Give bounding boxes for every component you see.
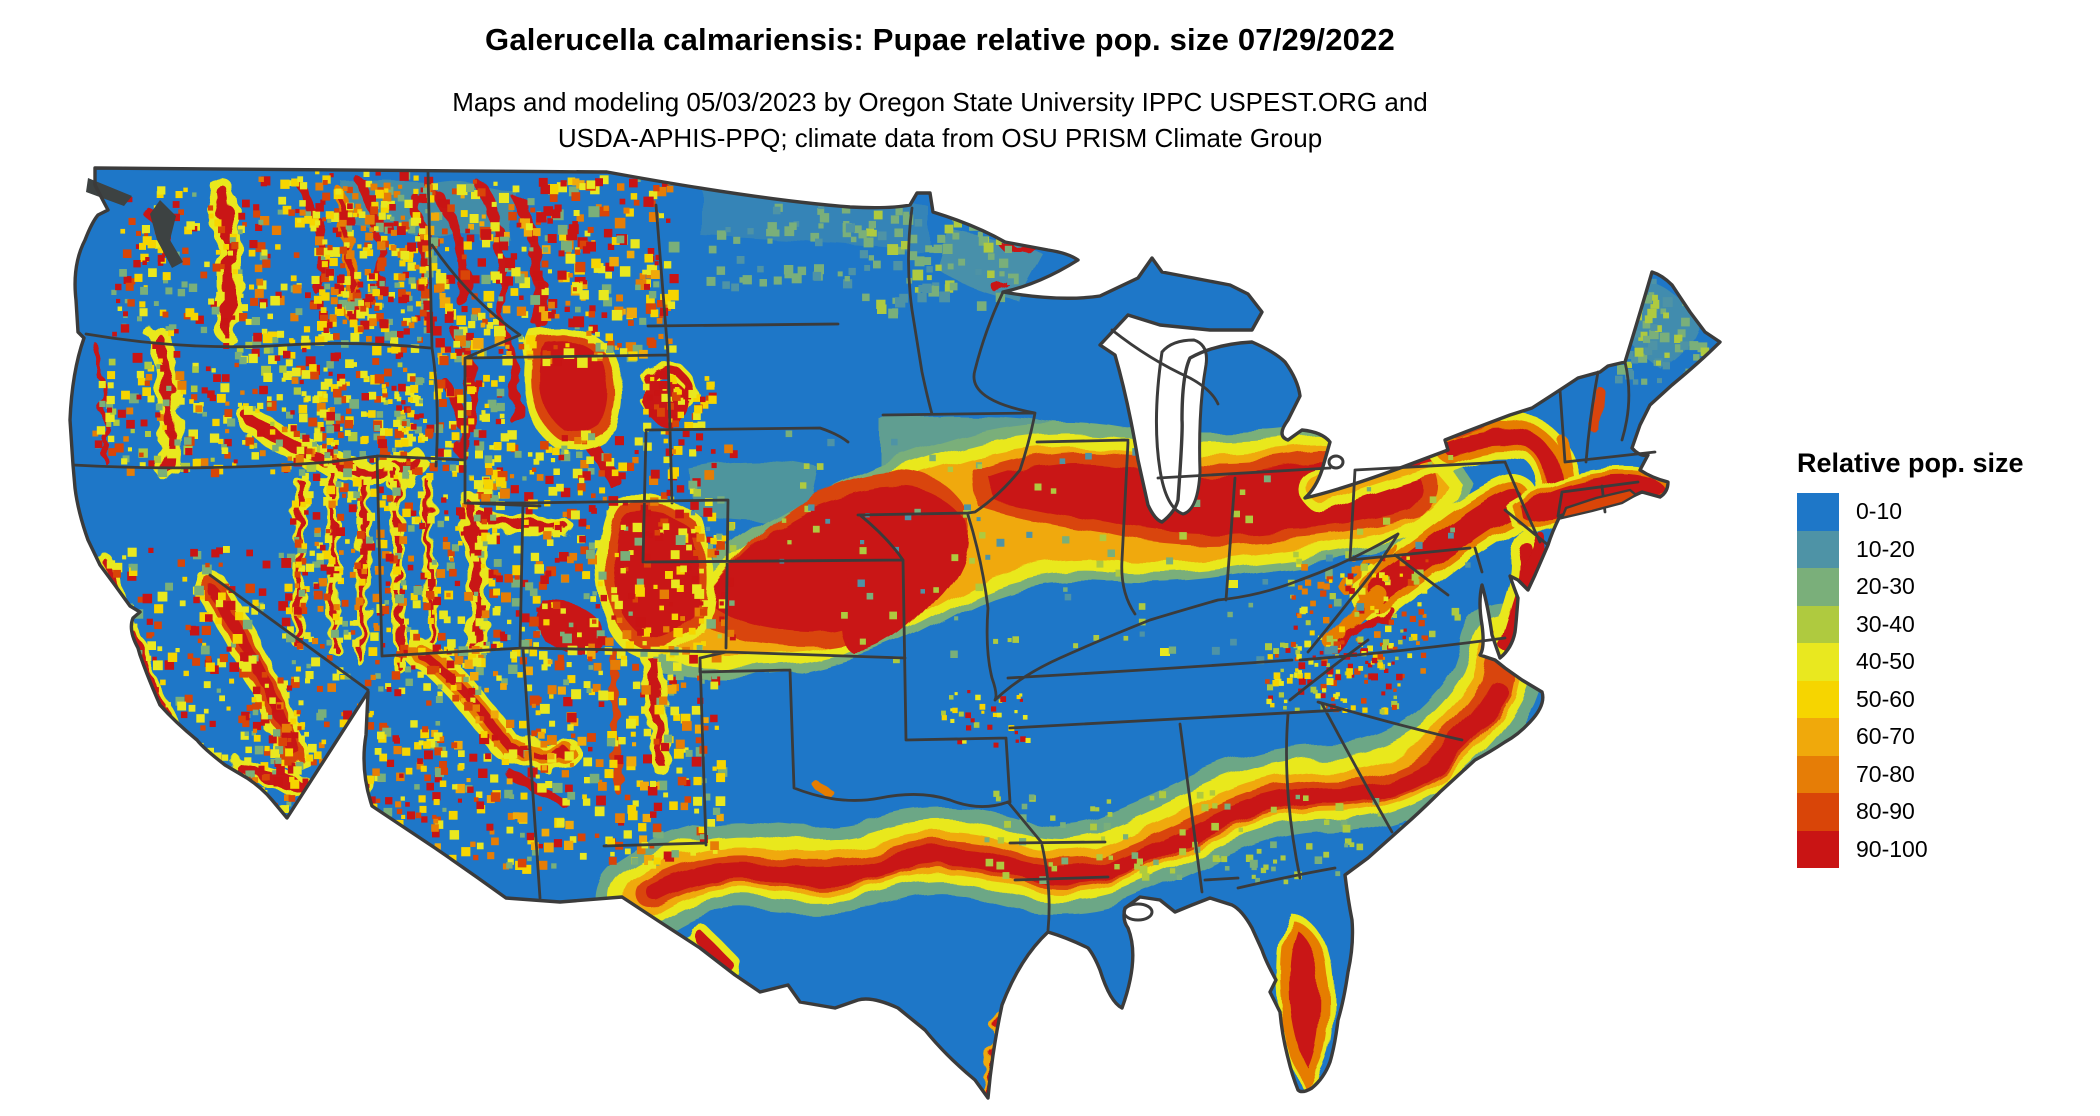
legend: Relative pop. size 0-10 10-20 20-30 30-40 40… — [1797, 448, 2097, 868]
legend-row: 90-100 — [1797, 830, 2097, 868]
legend-label: 10-20 — [1856, 535, 1915, 562]
legend-row: 80-90 — [1797, 793, 2097, 831]
legend-swatch-60-70 — [1797, 718, 1839, 756]
long-island — [1560, 488, 1639, 520]
legend-label: 50-60 — [1856, 685, 1915, 712]
legend-row: 30-40 — [1797, 605, 2097, 643]
legend-label: 80-90 — [1856, 798, 1915, 825]
legend-swatch-30-40 — [1797, 605, 1839, 643]
legend-label: 40-50 — [1856, 648, 1915, 675]
legend-swatch-70-80 — [1797, 755, 1839, 793]
legend-row: 0-10 — [1797, 493, 2097, 531]
legend-row: 20-30 — [1797, 568, 2097, 606]
legend-label: 70-80 — [1856, 760, 1915, 787]
legend-row: 50-60 — [1797, 680, 2097, 718]
subtitle-line-1: Maps and modeling 05/03/2023 by Oregon S… — [452, 87, 1428, 117]
subtitle-line-2: USDA-APHIS-PPQ; climate data from OSU PR… — [557, 123, 1323, 153]
legend-label: 20-30 — [1856, 573, 1915, 600]
map-title: Galerucella calmariensis: Pupae relative… — [485, 22, 1395, 57]
legend-row: 10-20 — [1797, 530, 2097, 568]
legend-label: 90-100 — [1856, 835, 1928, 862]
legend-label: 30-40 — [1856, 610, 1915, 637]
legend-swatch-20-30 — [1797, 568, 1839, 606]
legend-label: 0-10 — [1856, 498, 1903, 525]
legend-swatch-0-10 — [1797, 493, 1839, 531]
legend-row: 40-50 — [1797, 643, 2097, 681]
map-subtitle: Maps and modeling 05/03/2023 by Oregon S… — [0, 84, 1880, 156]
lake-st-clair — [1327, 454, 1345, 470]
legend-row: 70-80 — [1797, 755, 2097, 793]
legend-label: 60-70 — [1856, 723, 1915, 750]
legend-swatch-80-90 — [1797, 793, 1839, 831]
legend-swatch-50-60 — [1797, 680, 1839, 718]
state-borders — [71, 170, 1657, 932]
legend-swatch-10-20 — [1797, 530, 1839, 568]
legend-swatch-40-50 — [1797, 643, 1839, 681]
legend-title: Relative pop. size — [1797, 448, 2024, 478]
legend-row: 60-70 — [1797, 718, 2097, 756]
florida-core — [1275, 912, 1334, 1090]
puget-sound — [86, 178, 183, 268]
legend-swatch-90-100 — [1797, 830, 1839, 868]
legend-rows: 0-10 10-20 20-30 30-40 40-50 50-60 60-70 70-80 8… — [1797, 493, 2097, 868]
